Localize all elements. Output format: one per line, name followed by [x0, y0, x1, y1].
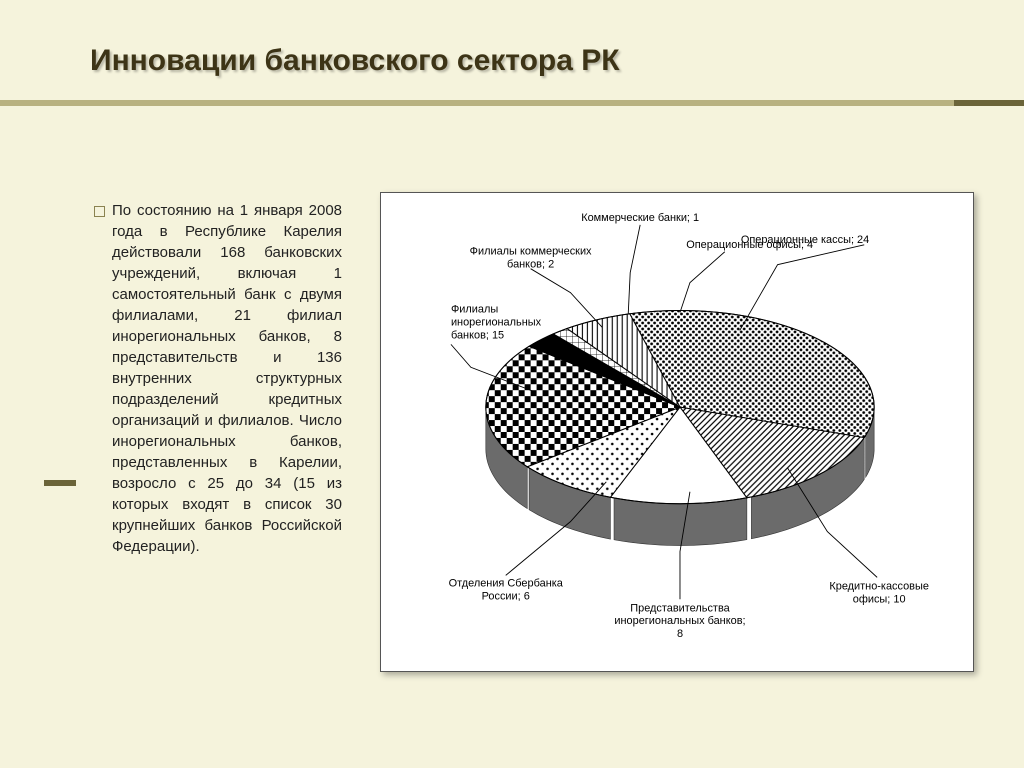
- slice-label: Филиалыинорегиональныхбанков; 15: [451, 304, 542, 342]
- slice-label: Представительстваинорегиональных банков;…: [614, 602, 745, 640]
- title-underline: [0, 100, 1024, 106]
- leader-line: [628, 225, 640, 315]
- leader-line: [740, 245, 864, 331]
- body-paragraph: По состоянию на 1 января 2008 года в Рес…: [112, 200, 342, 557]
- slice-label: Операционные офисы; 4: [686, 239, 813, 251]
- leader-line: [680, 252, 725, 313]
- pie-group: [486, 311, 874, 546]
- left-accent-bar: [44, 480, 76, 486]
- bullet-icon: [94, 206, 105, 217]
- leader-line: [531, 269, 603, 328]
- slide: Инновации банковского сектора РК По сост…: [0, 0, 1024, 768]
- slice-label: Коммерческие банки; 1: [581, 212, 699, 224]
- title-underline-accent: [954, 100, 1024, 106]
- pie-side: [614, 498, 747, 546]
- slice-label: Филиалы коммерческихбанков; 2: [470, 246, 592, 271]
- slide-title: Инновации банковского сектора РК: [90, 44, 620, 78]
- pie-chart-container: Операционные кассы; 24Кредитно-кассовыео…: [380, 192, 974, 672]
- pie-chart-svg: Операционные кассы; 24Кредитно-кассовыео…: [381, 193, 973, 671]
- slice-label: Отделения СбербанкаРоссии; 6: [449, 577, 564, 602]
- slice-label: Кредитно-кассовыеофисы; 10: [829, 580, 929, 605]
